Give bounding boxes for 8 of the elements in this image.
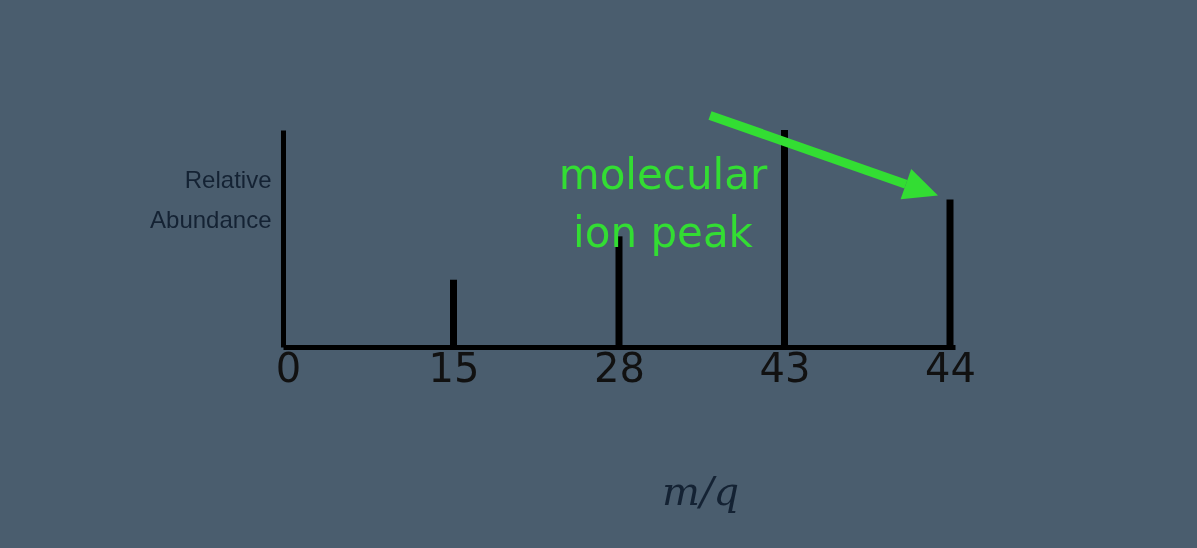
x-tick-label: 44 (925, 344, 976, 391)
x-tick-label: 0 (275, 344, 302, 391)
x-axis-title: m/q (661, 467, 740, 514)
x-tick-label: 43 (759, 344, 811, 391)
x-tick-label: 15 (428, 344, 480, 391)
annotation: molecular ion peak (558, 150, 768, 257)
y-axis-title: Relative Abundance (150, 165, 272, 233)
x-tick-label: 28 (594, 344, 645, 391)
